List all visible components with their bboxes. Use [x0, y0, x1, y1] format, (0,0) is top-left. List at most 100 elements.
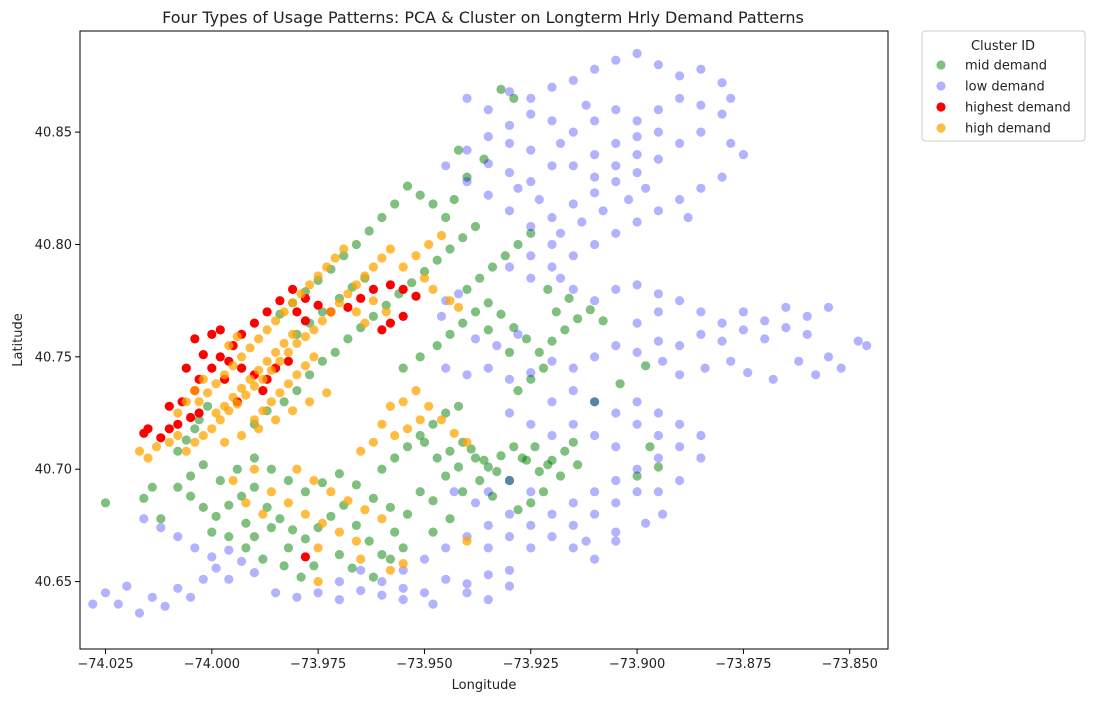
data-point: [407, 278, 417, 288]
data-point: [653, 453, 664, 463]
data-point: [441, 543, 451, 553]
data-point: [368, 311, 378, 321]
data-point: [590, 487, 600, 497]
data-point: [496, 84, 506, 94]
data-point: [653, 206, 664, 216]
data-point: [653, 487, 664, 497]
data-point: [190, 437, 200, 447]
data-point: [385, 554, 395, 564]
data-point: [220, 437, 230, 447]
data-point: [624, 194, 634, 205]
data-point: [258, 406, 268, 416]
data-point: [675, 138, 685, 148]
data-point: [696, 183, 706, 193]
data-point: [351, 536, 361, 546]
data-point: [462, 284, 472, 294]
data-point: [147, 482, 157, 492]
data-point: [675, 71, 685, 81]
data-point: [432, 453, 442, 463]
data-point: [611, 498, 621, 508]
data-point: [496, 309, 506, 319]
data-point: [526, 177, 536, 187]
data-point: [237, 383, 247, 393]
data-point: [100, 498, 111, 508]
data-point: [726, 93, 736, 103]
data-point: [547, 356, 557, 366]
data-point: [351, 307, 361, 317]
data-point: [322, 262, 332, 272]
data-point: [738, 307, 749, 317]
data-point: [611, 284, 621, 294]
data-point: [590, 172, 600, 182]
data-point: [134, 608, 145, 618]
data-point: [232, 332, 242, 342]
data-point: [266, 464, 276, 474]
data-point: [530, 442, 540, 452]
data-point: [551, 307, 561, 317]
data-point: [279, 561, 289, 571]
data-point: [224, 341, 234, 351]
data-point: [156, 433, 166, 443]
data-point: [151, 442, 162, 452]
data-point: [279, 307, 289, 317]
data-point: [292, 370, 302, 380]
data-point: [504, 581, 515, 591]
data-point: [462, 145, 472, 155]
legend-box: [921, 30, 1086, 142]
data-point: [241, 518, 251, 528]
data-point: [113, 599, 123, 609]
data-point: [419, 437, 430, 447]
data-point: [156, 514, 166, 524]
data-point: [590, 239, 600, 250]
data-point: [653, 307, 664, 317]
data-point: [351, 239, 361, 250]
data-point: [292, 464, 302, 474]
data-point: [313, 271, 323, 281]
data-point: [194, 408, 204, 418]
data-point: [194, 397, 204, 407]
data-point: [254, 334, 264, 344]
data-point: [590, 430, 600, 441]
data-point: [198, 350, 208, 360]
data-point: [470, 221, 481, 232]
data-point: [377, 212, 387, 223]
data-point: [441, 212, 451, 223]
data-point: [309, 561, 319, 571]
data-point: [513, 329, 523, 339]
legend-label: mid demand: [965, 59, 1047, 74]
data-point: [632, 397, 642, 407]
data-point: [283, 356, 293, 366]
y-tick-label: 40.80: [35, 238, 72, 253]
x-axis: −74.025 −74.000 −73.975 −73.950 −73.925 −73.9…: [77, 649, 878, 672]
data-point: [326, 511, 336, 521]
data-point: [487, 262, 498, 272]
data-point: [653, 105, 664, 115]
data-point: [368, 262, 378, 272]
data-point: [398, 397, 408, 407]
legend-marker: [936, 123, 946, 133]
x-tick-label: −73.925: [503, 657, 559, 672]
data-point: [441, 161, 451, 171]
data-point: [173, 430, 183, 441]
data-point: [504, 120, 515, 130]
data-point: [377, 577, 387, 587]
data-point: [122, 581, 132, 591]
data-point: [190, 424, 200, 434]
data-point: [581, 100, 591, 110]
data-point: [300, 332, 310, 342]
data-point: [483, 159, 493, 169]
data-point: [186, 471, 196, 481]
data-point: [385, 244, 395, 254]
data-point: [237, 556, 247, 567]
data-point: [555, 138, 566, 148]
data-point: [675, 419, 685, 429]
y-tick-label: 40.65: [35, 575, 72, 590]
data-point: [398, 311, 408, 321]
data-point: [296, 289, 306, 299]
data-point: [203, 388, 213, 398]
data-point: [683, 212, 693, 223]
data-point: [215, 415, 225, 425]
data-point: [258, 374, 268, 384]
data-point: [573, 460, 583, 470]
data-point: [598, 206, 608, 216]
